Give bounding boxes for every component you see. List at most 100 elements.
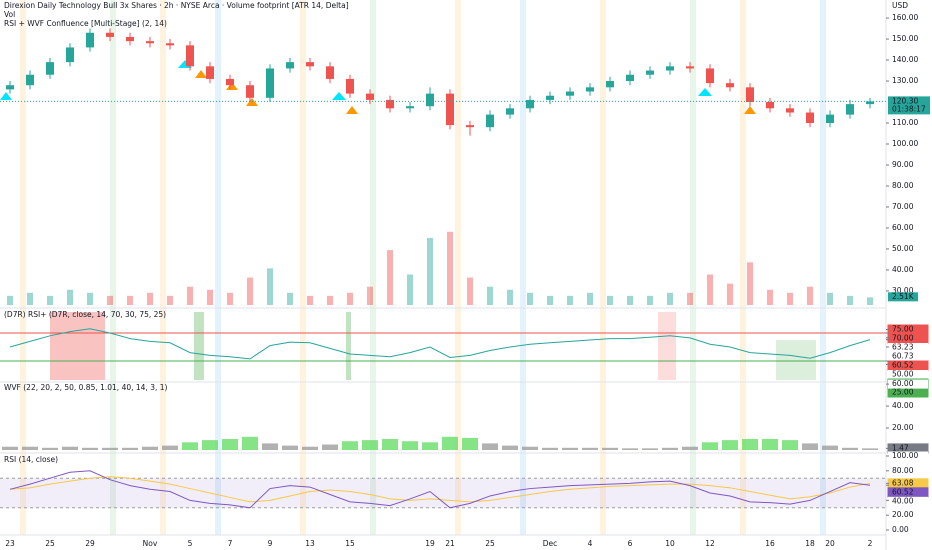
volume-bar [367, 286, 373, 305]
volume-bar [87, 292, 93, 305]
volume-bar [867, 297, 873, 305]
axis-label-box [888, 423, 928, 433]
x-tick-label: 16 [765, 539, 775, 548]
candle-body [506, 108, 514, 115]
volume-bar [707, 274, 713, 305]
x-tick-label: 9 [268, 539, 273, 548]
x-tick-label: 10 [665, 539, 675, 548]
bar [502, 445, 518, 450]
bar [762, 439, 778, 450]
volume-bar [347, 292, 353, 305]
candle-body [366, 93, 374, 100]
y-tick-label: 60.73 [892, 352, 914, 361]
volume-bar [7, 295, 13, 305]
stripe [740, 0, 746, 535]
candle-body [106, 32, 114, 37]
volume-bar [827, 292, 833, 305]
volume-bar [487, 286, 493, 305]
x-tick-label: 12 [705, 539, 715, 548]
y-tick-label: 100.00 [892, 451, 918, 460]
volume-bar [187, 286, 193, 305]
volume-bar [467, 277, 473, 305]
bar [802, 443, 818, 450]
signals [0, 60, 756, 114]
overbought-zone [50, 312, 105, 380]
x-tick-label: 20 [825, 539, 835, 548]
candle-body [306, 62, 314, 67]
volume-bar [27, 292, 33, 305]
candle-body [46, 62, 54, 75]
x-tick-label: 4 [588, 539, 593, 548]
warning-signal [346, 106, 358, 114]
bar [522, 446, 538, 450]
candle-body [486, 114, 494, 128]
bar [562, 447, 578, 450]
candle-body [346, 78, 354, 94]
volume-bar [527, 292, 533, 305]
candle-body [66, 47, 74, 63]
y-tick-label: 20.00 [892, 510, 914, 519]
candle-body [526, 99, 534, 109]
y-tick-label: 60.52 [892, 361, 914, 370]
y-tick-label: 100.00 [892, 139, 918, 148]
candle-body [626, 74, 634, 82]
volume-bar [47, 295, 53, 305]
bar [742, 439, 758, 450]
axis-label-box [888, 496, 928, 506]
x-tick-label: 13 [305, 539, 315, 548]
candle-body [186, 45, 194, 67]
series-line [9, 470, 871, 509]
y-tick-label: 80.00 [892, 466, 914, 475]
stripe [600, 0, 606, 535]
y-tick-label: 30.00 [892, 286, 914, 295]
bar [22, 446, 38, 450]
buy-signal [0, 92, 12, 100]
volume-bar [147, 292, 153, 305]
y-tick-label: 20.00 [892, 423, 914, 432]
last-price: 120.30 [892, 96, 918, 105]
axis-label-box [888, 352, 928, 361]
bar [702, 442, 718, 450]
axis-label-box [888, 343, 928, 352]
currency: USD [892, 1, 908, 10]
volume-bar [667, 292, 673, 305]
volume-bar [387, 250, 393, 305]
bar [382, 439, 398, 450]
x-tick-label: 18 [805, 539, 815, 548]
candle-body [606, 81, 614, 88]
candle-body [86, 32, 94, 48]
bar [162, 445, 178, 450]
candle-body [166, 43, 174, 46]
bar [282, 445, 298, 450]
bar [82, 447, 98, 450]
x-tick-label: 29 [85, 539, 95, 548]
y-tick-label: 63.23 [892, 343, 914, 352]
bar [222, 439, 238, 450]
volume-bar [747, 262, 753, 305]
volume-bar [447, 231, 453, 305]
candle-body [646, 70, 654, 75]
bar [442, 436, 458, 450]
volume-last: 2.51K [892, 292, 915, 301]
background-stripes [20, 0, 826, 535]
bar [662, 447, 678, 450]
oversold-zone [194, 312, 204, 380]
x-tick-label: 2 [868, 539, 873, 548]
x-tick-label: 19 [425, 539, 435, 548]
stripe [455, 0, 461, 535]
y-tick-label: 90.00 [892, 160, 914, 169]
bar [782, 440, 798, 450]
y-tick-label: 160.00 [892, 13, 918, 22]
oversold-zone [346, 312, 351, 380]
bar [602, 447, 618, 450]
chart-title: Direxion Daily Technology Bull 3x Shares… [4, 1, 349, 10]
bar [302, 446, 318, 450]
bar [862, 448, 878, 450]
volume-bar [847, 295, 853, 305]
candle-body [866, 101, 874, 105]
stripe [160, 0, 166, 535]
candle-body [726, 83, 734, 88]
warning-signal [226, 82, 238, 90]
candle-body [846, 104, 854, 115]
candle-body [26, 74, 34, 86]
